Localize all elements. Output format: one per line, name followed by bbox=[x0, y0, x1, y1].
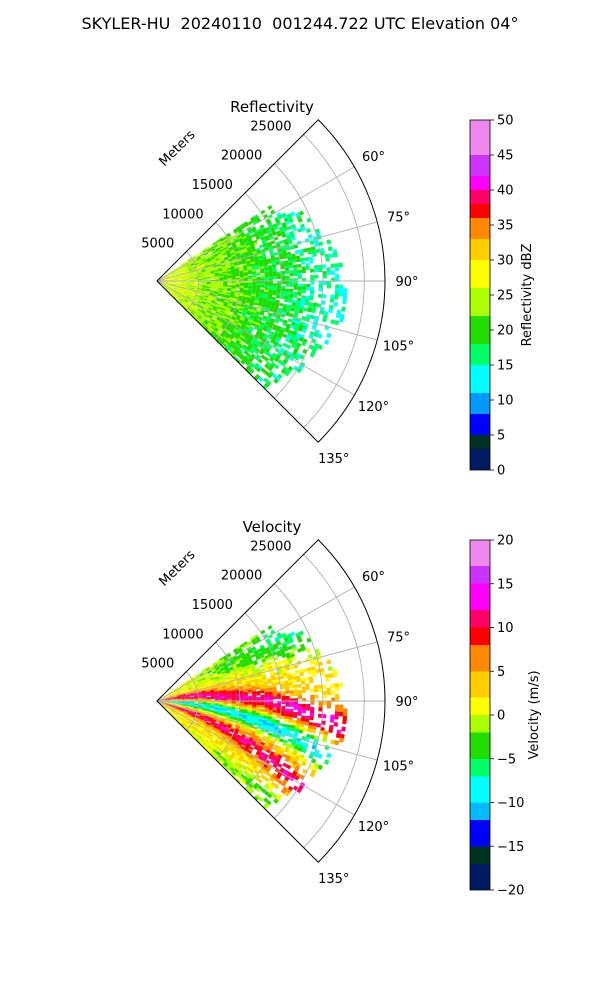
colorbar-tick-label: 20 bbox=[497, 324, 514, 339]
angular-tick-label: 90° bbox=[395, 275, 418, 290]
figure-title: SKYLER-HU 20240110 001244.722 UTC Elevat… bbox=[81, 14, 519, 33]
radial-tick-label: 20000 bbox=[221, 569, 262, 584]
angular-tick-label: 60° bbox=[362, 570, 385, 585]
colorbar-tick-label: 5 bbox=[497, 665, 505, 680]
angular-tick-label: 105° bbox=[383, 340, 414, 355]
radial-tick-label: 15000 bbox=[192, 178, 233, 193]
colorbar-tick-label: 0 bbox=[497, 464, 505, 479]
colorbar-tick-label: −5 bbox=[497, 752, 516, 767]
angular-tick-label: 135° bbox=[318, 872, 349, 887]
polar-grid bbox=[156, 539, 386, 863]
radial-tick-label: 10000 bbox=[162, 627, 203, 642]
panel-title: Reflectivity bbox=[230, 98, 314, 116]
colorbar-tick-label: −15 bbox=[497, 840, 524, 855]
sector-frame bbox=[156, 119, 386, 443]
angular-tick-labels: 60° 75° 90° 105° 120° 135° bbox=[318, 570, 418, 887]
angular-tick-labels: 60° 75° 90° 105° 120° 135° bbox=[318, 150, 418, 467]
colorbar-ticks: −20 −15 −10 −5 0 5 10 15 20 bbox=[490, 534, 524, 899]
colorbar-tick-label: 10 bbox=[497, 394, 514, 409]
radial-tick-label: 25000 bbox=[250, 119, 291, 134]
colorbar-tick-label: 5 bbox=[497, 429, 505, 444]
velocity-field bbox=[157, 624, 348, 810]
colorbar-tick-label: −10 bbox=[497, 796, 524, 811]
colorbar-tick-label: 0 bbox=[497, 709, 505, 724]
angular-tick-label: 120° bbox=[358, 820, 389, 835]
azimuth-spoke bbox=[156, 700, 378, 761]
radial-axis-label: Meters bbox=[157, 547, 199, 589]
reflectivity-colorbar: 0 5 10 15 20 25 30 35 40 45 50 Reflectivity dBZ bbox=[469, 114, 535, 479]
angular-tick-label: 120° bbox=[358, 400, 389, 415]
radial-tick-label: 5000 bbox=[141, 657, 174, 672]
azimuth-spoke bbox=[156, 700, 355, 816]
radial-tick-label: 15000 bbox=[192, 598, 233, 613]
angular-tick-label: 105° bbox=[383, 760, 414, 775]
colorbar-tick-label: 45 bbox=[497, 149, 514, 164]
colorbar-tick-label: 15 bbox=[497, 577, 514, 592]
colorbar-bar bbox=[469, 119, 491, 471]
colorbar-ticks: 0 5 10 15 20 25 30 35 40 45 50 bbox=[490, 114, 514, 479]
azimuth-spoke bbox=[156, 586, 355, 702]
angular-tick-label: 90° bbox=[395, 695, 418, 710]
colorbar-tick-label: 40 bbox=[497, 184, 514, 199]
colorbar-tick-label: 25 bbox=[497, 289, 514, 304]
radial-tick-labels: 5000 10000 15000 20000 25000 bbox=[141, 119, 291, 251]
angular-tick-label: 75° bbox=[387, 630, 410, 645]
azimuth-spoke bbox=[156, 221, 378, 282]
colorbar-label: Velocity (m/s) bbox=[527, 670, 542, 759]
azimuth-spoke bbox=[156, 280, 355, 396]
azimuth-spoke bbox=[156, 166, 355, 282]
angular-tick-label: 75° bbox=[387, 210, 410, 225]
radial-tick-label: 5000 bbox=[141, 237, 174, 252]
angular-tick-label: 135° bbox=[318, 452, 349, 467]
colorbar-tick-label: 15 bbox=[497, 359, 514, 374]
colorbar-tick-label: −20 bbox=[497, 884, 524, 899]
velocity-colorbar: −20 −15 −10 −5 0 5 10 15 20 Velocity (m/s) bbox=[469, 534, 542, 899]
radial-tick-label: 20000 bbox=[221, 149, 262, 164]
radial-axis-label: Meters bbox=[157, 127, 199, 169]
colorbar-tick-label: 30 bbox=[497, 254, 514, 269]
azimuth-spoke bbox=[156, 280, 378, 341]
radial-tick-label: 10000 bbox=[162, 207, 203, 222]
colorbar-bar bbox=[469, 539, 491, 891]
radial-tick-label: 25000 bbox=[250, 539, 291, 554]
colorbar-tick-label: 35 bbox=[497, 219, 514, 234]
reflectivity-field bbox=[157, 204, 348, 390]
colorbar-label: Reflectivity dBZ bbox=[520, 244, 535, 347]
colorbar-tick-label: 10 bbox=[497, 621, 514, 636]
velocity-panel: Velocity 5000 10000 15000 20000 25000 60° 75°… bbox=[141, 518, 418, 887]
reflectivity-panel: Reflectivity 5000 10000 15000 20000 25000 60… bbox=[141, 98, 418, 467]
colorbar-tick-label: 20 bbox=[497, 534, 514, 549]
azimuth-spoke bbox=[156, 641, 378, 702]
sector-frame bbox=[156, 539, 386, 863]
angular-tick-label: 60° bbox=[362, 150, 385, 165]
radial-tick-labels: 5000 10000 15000 20000 25000 bbox=[141, 539, 291, 671]
panel-title: Velocity bbox=[243, 518, 302, 536]
polar-grid bbox=[156, 119, 386, 443]
colorbar-tick-label: 50 bbox=[497, 114, 514, 129]
